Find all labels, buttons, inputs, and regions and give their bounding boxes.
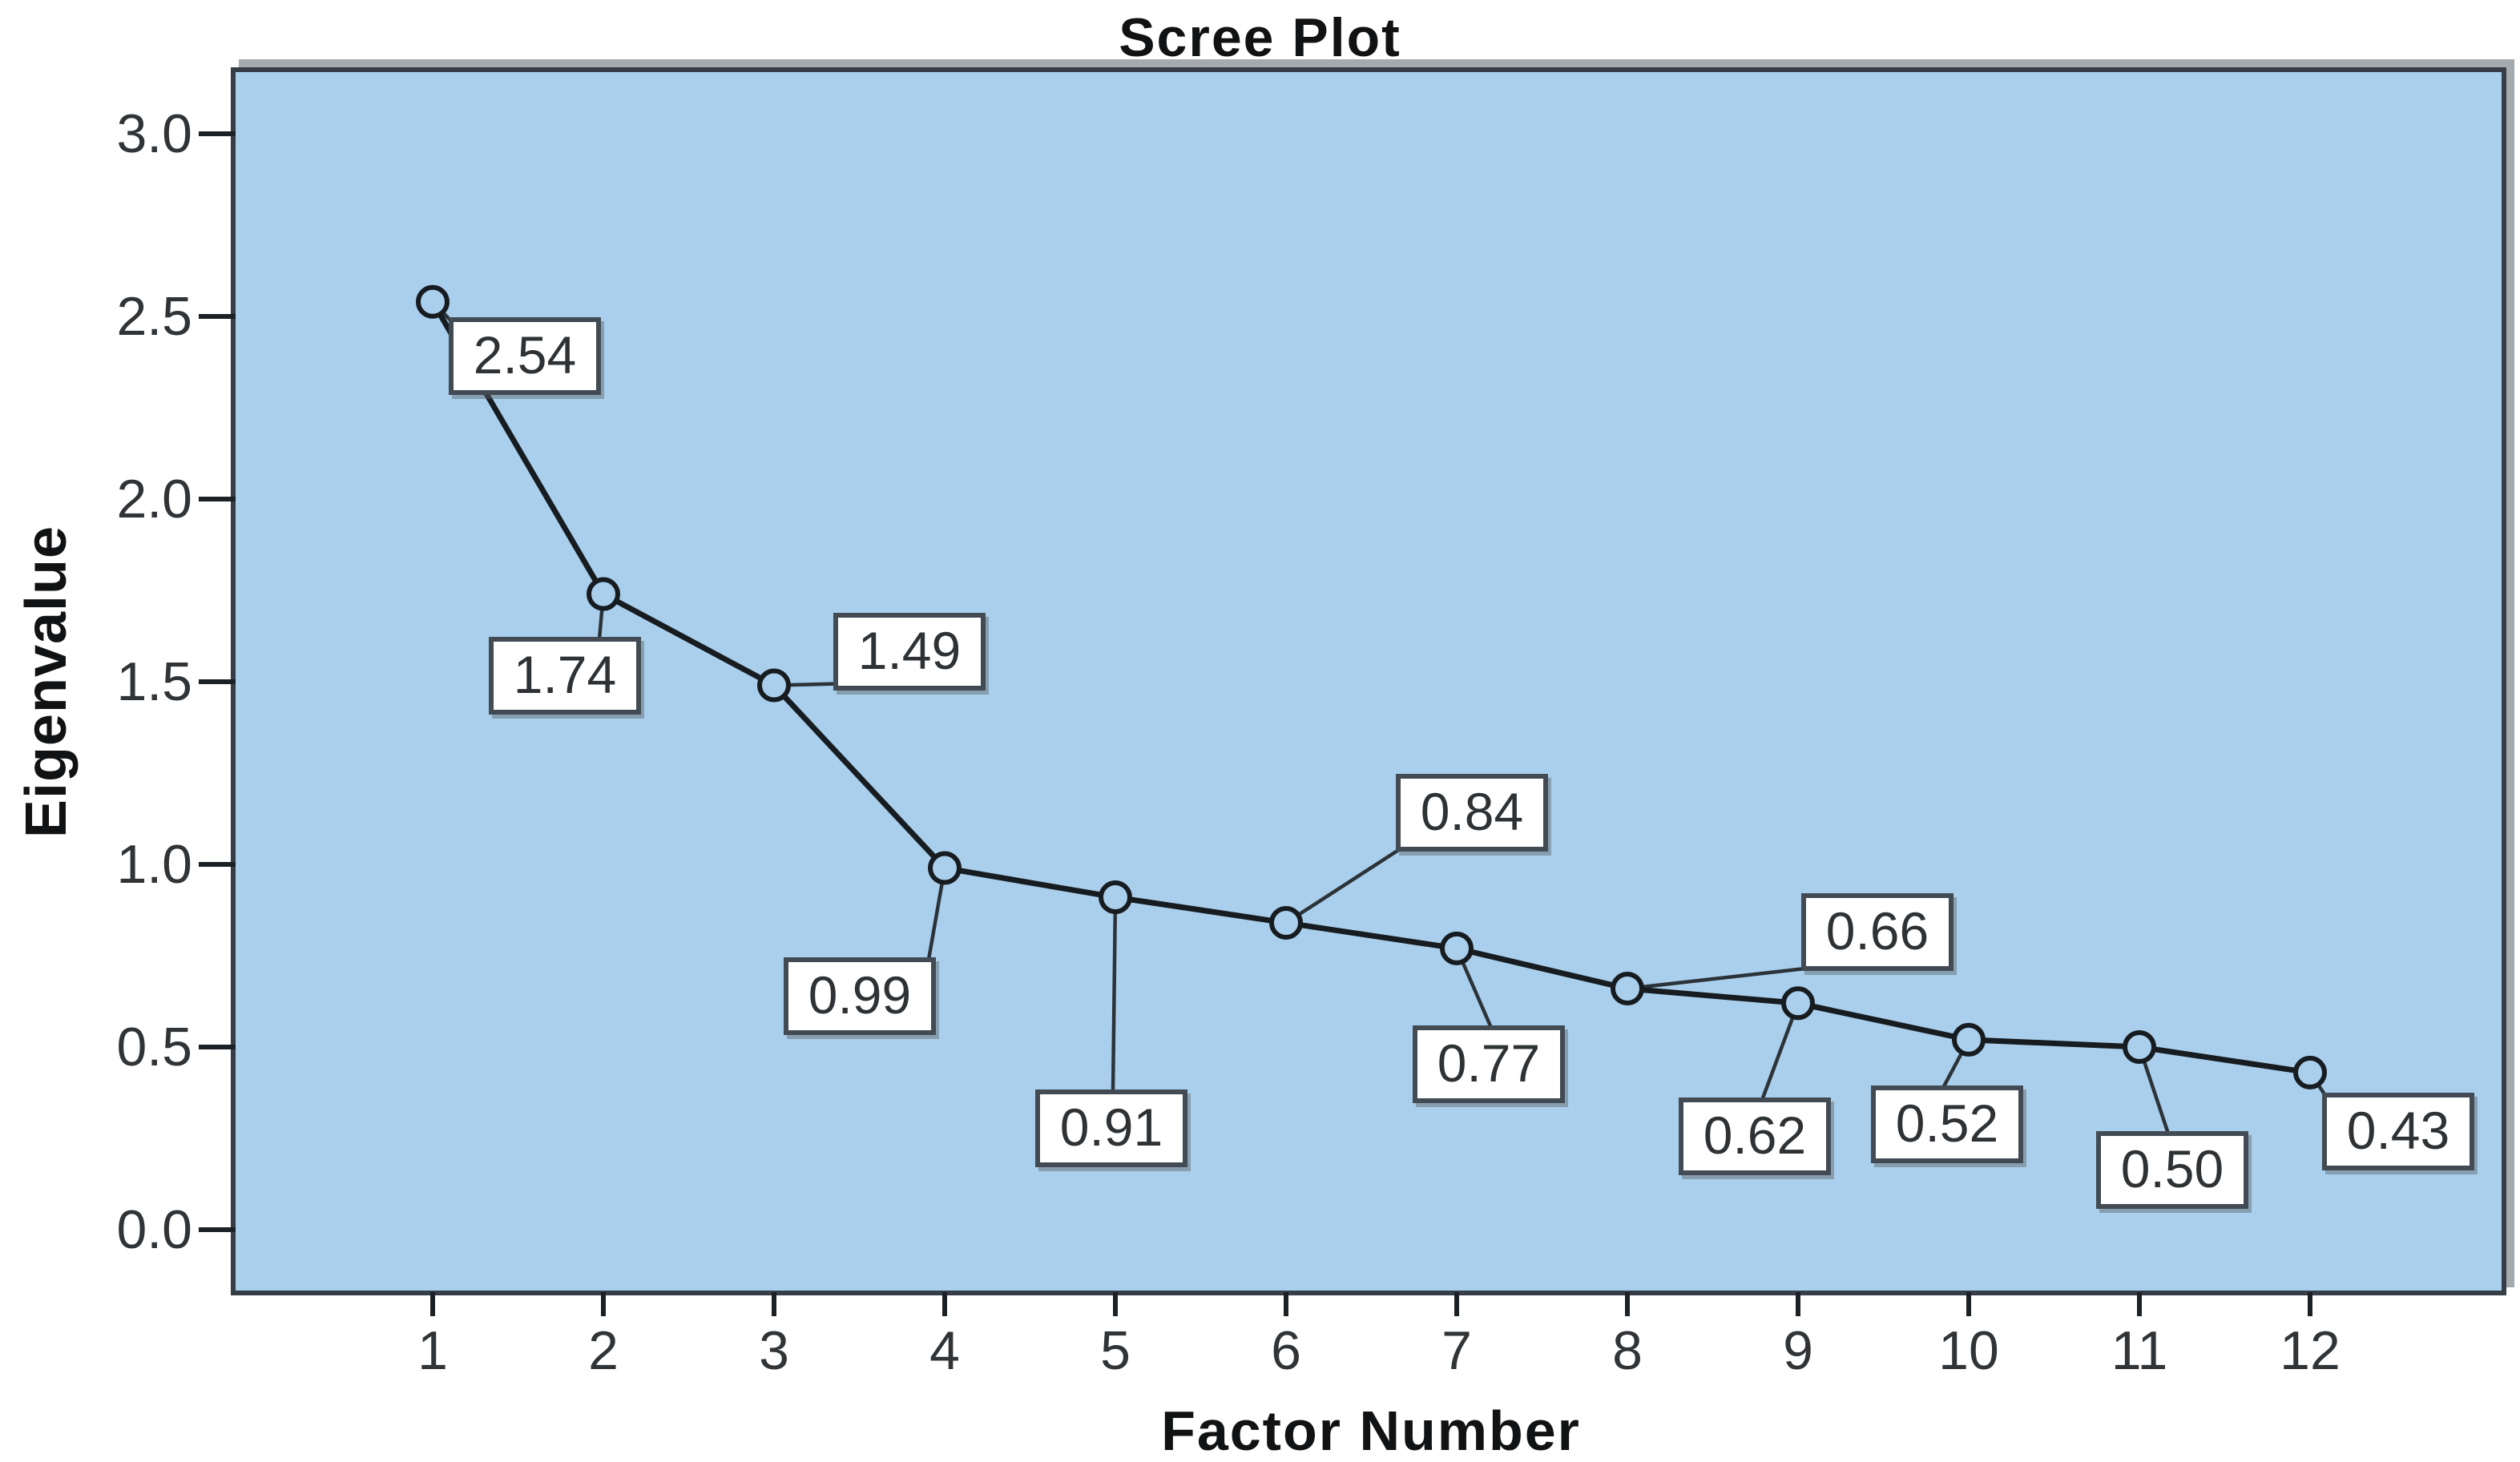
y-tick-mark xyxy=(199,131,236,136)
data-point-marker xyxy=(1440,931,1474,965)
label-leader-line xyxy=(1760,1002,1800,1102)
data-point-marker xyxy=(416,284,450,319)
y-tick-label: 3.0 xyxy=(116,103,192,164)
y-tick-mark xyxy=(199,679,236,684)
data-point-marker xyxy=(928,851,962,885)
y-tick-label: 0.0 xyxy=(116,1199,192,1260)
x-tick-mark xyxy=(601,1292,606,1316)
y-tick-mark xyxy=(199,1227,236,1232)
label-leader-line xyxy=(1284,848,1401,924)
y-tick-label: 1.0 xyxy=(116,834,192,895)
x-tick-mark xyxy=(1284,1292,1288,1316)
x-tick-mark xyxy=(1454,1292,1459,1316)
plot-canvas: 2.54 1.74 1.49 0.99 0.91 0.84 0.77 0.66 0.62 0.52… xyxy=(236,72,2502,1291)
x-tick-mark xyxy=(942,1292,947,1316)
data-point-marker xyxy=(1099,880,1132,915)
data-label-box: 0.62 xyxy=(1679,1098,1831,1176)
x-tick-label: 7 xyxy=(1441,1320,1472,1381)
y-tick-mark xyxy=(199,1045,236,1049)
y-tick-label: 1.5 xyxy=(116,651,192,712)
x-tick-label: 8 xyxy=(1612,1320,1643,1381)
data-label-box: 0.84 xyxy=(1396,773,1548,852)
x-tick-label: 5 xyxy=(1100,1320,1131,1381)
data-label-box: 1.74 xyxy=(489,636,641,715)
x-tick-label: 2 xyxy=(588,1320,619,1381)
data-point-marker xyxy=(1269,905,1303,940)
x-tick-mark xyxy=(430,1292,435,1316)
eigenvalue-line xyxy=(429,300,2311,1076)
plot-area: 2.54 1.74 1.49 0.99 0.91 0.84 0.77 0.66 0.62 0.52… xyxy=(231,67,2506,1295)
x-tick-label: 3 xyxy=(759,1320,789,1381)
x-tick-label: 1 xyxy=(417,1320,448,1381)
data-point-marker xyxy=(1781,986,1815,1021)
data-label-box: 0.99 xyxy=(784,957,936,1035)
data-label-box: 0.91 xyxy=(1035,1089,1187,1168)
data-point-marker xyxy=(1952,1022,1986,1057)
data-point-marker xyxy=(2123,1030,2156,1064)
x-tick-mark xyxy=(2308,1292,2312,1316)
data-label-box: 2.54 xyxy=(449,316,601,395)
x-tick-mark xyxy=(1113,1292,1118,1316)
x-tick-mark xyxy=(2137,1292,2142,1316)
data-point-marker xyxy=(1611,972,1644,1006)
x-tick-label: 10 xyxy=(1938,1320,1999,1381)
chart-title: Scree Plot xyxy=(1119,7,1401,68)
y-tick-mark xyxy=(199,497,236,501)
y-tick-label: 0.5 xyxy=(116,1017,192,1077)
x-tick-label: 6 xyxy=(1271,1320,1301,1381)
data-label-box: 1.49 xyxy=(833,612,986,691)
y-tick-label: 2.0 xyxy=(116,469,192,530)
x-tick-mark xyxy=(772,1292,776,1316)
x-tick-label: 12 xyxy=(2280,1320,2341,1381)
y-tick-mark xyxy=(199,862,236,867)
data-label-box: 0.52 xyxy=(1871,1085,2023,1163)
y-tick-mark xyxy=(199,314,236,319)
x-tick-label: 9 xyxy=(1783,1320,1813,1381)
y-tick-label: 2.5 xyxy=(116,286,192,347)
x-axis-label: Factor Number xyxy=(1161,1400,1581,1462)
data-label-box: 0.77 xyxy=(1413,1025,1565,1103)
data-point-marker xyxy=(587,577,620,611)
label-leader-line xyxy=(1111,897,1118,1093)
label-leader-line xyxy=(1627,966,1806,991)
series-svg xyxy=(416,284,2328,1134)
x-tick-mark xyxy=(1966,1292,1971,1316)
data-label-box: 0.50 xyxy=(2096,1131,2248,1209)
data-point-marker xyxy=(757,668,791,703)
data-point-marker xyxy=(2293,1055,2327,1089)
x-tick-label: 4 xyxy=(929,1320,960,1381)
x-tick-label: 11 xyxy=(2111,1320,2168,1381)
x-tick-mark xyxy=(1625,1292,1630,1316)
data-label-box: 0.66 xyxy=(1801,893,1954,972)
x-tick-mark xyxy=(1796,1292,1800,1316)
data-label-box: 0.43 xyxy=(2322,1092,2474,1170)
